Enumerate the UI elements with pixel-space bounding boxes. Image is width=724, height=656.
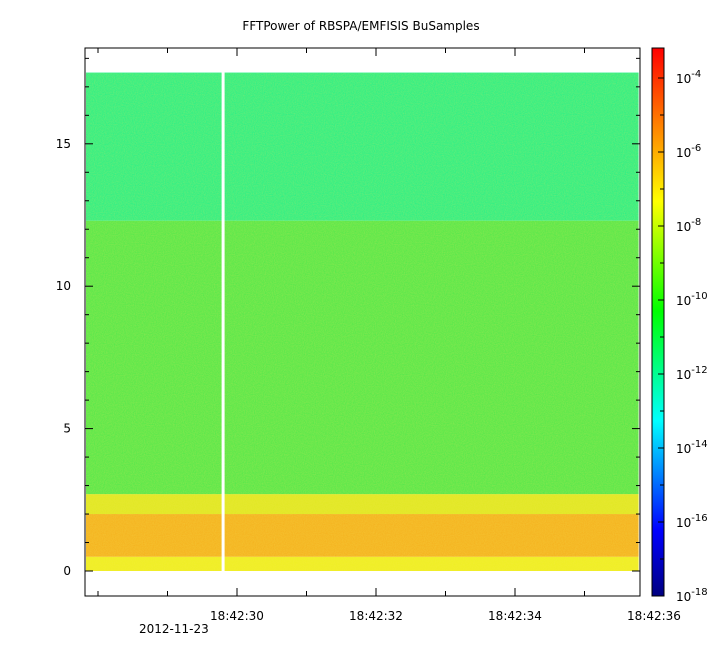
chart-title: FFTPower of RBSPA/EMFISIS BuSamples <box>242 19 479 33</box>
colorbar <box>651 47 665 597</box>
x-tick-label: 18:42:34 <box>488 609 542 623</box>
colorbar-ticks: 10-4 10-6 10-8 10-10 10-12 10-14 10-16 10-18 <box>658 69 708 604</box>
colorbar-tick-label: 10-18 <box>676 587 708 604</box>
spectrogram-noise-texture <box>86 73 639 571</box>
y-tick-label: 15 <box>56 137 71 151</box>
y-tick-label: 10 <box>56 279 71 293</box>
x-tick-label: 18:42:32 <box>349 609 403 623</box>
x-date-label: 2012-11-23 <box>139 622 209 636</box>
y-tick-label: 5 <box>63 422 71 436</box>
x-tick-label: 18:42:36 <box>627 609 681 623</box>
colorbar-tick-label: 10-12 <box>676 365 708 382</box>
data-gap <box>221 71 225 572</box>
colorbar-tick-label: 10-6 <box>676 143 701 160</box>
y-axis: 0 5 10 15 <box>56 57 640 578</box>
y-tick-label: 0 <box>63 564 71 578</box>
colorbar-tick-label: 10-14 <box>676 439 708 456</box>
colorbar-tick-label: 10-16 <box>676 513 708 530</box>
x-tick-label: 18:42:30 <box>210 609 264 623</box>
colorbar-tick-label: 10-8 <box>676 217 701 234</box>
colorbar-tick-label: 10-4 <box>676 69 701 86</box>
colorbar-tick-label: 10-10 <box>676 291 708 308</box>
